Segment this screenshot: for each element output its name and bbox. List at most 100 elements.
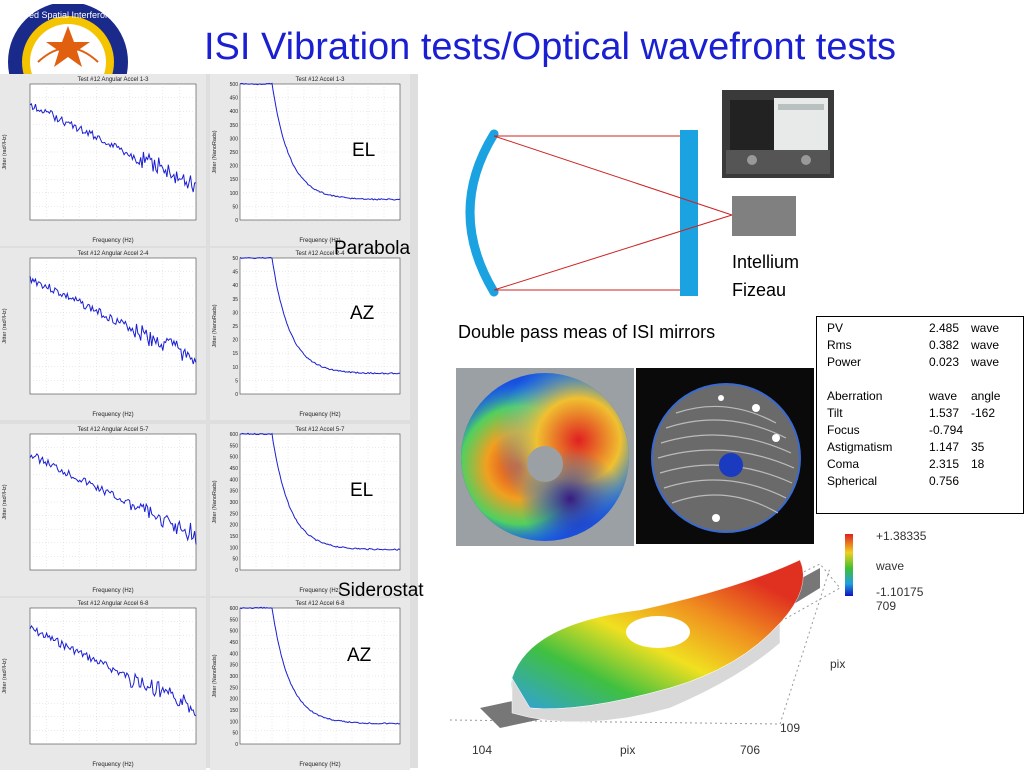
y-tick-label: 350 [230,489,239,495]
y-tick-label: 400 [230,651,239,657]
table-cell: 2.485 [929,321,960,335]
angular-accel-plot: Test #12 Angular Accel 2-4 Frequency (Hz)… [0,248,206,420]
y-tick-label: 15 [232,351,238,357]
jitter-trace [29,275,197,365]
y-tick-label: 5 [235,378,238,384]
table-cell: 2.315 [929,457,960,471]
table-cell: Power [827,355,862,369]
jitter-trace [239,82,401,201]
y-axis-label: Jitter (NanoRads) [212,304,218,347]
y-tick-label: 30 [232,310,238,316]
y-tick-label: 10 [232,365,238,371]
angular-accel-plot: Test #12 Angular Accel 5-7 Frequency (Hz)… [0,424,206,596]
y-axis-label: Jitter (rad²/Hz) [2,484,8,519]
table-row: Power 0.023 wave [827,355,1023,372]
angular-accel-plot: Test #12 Angular Accel 6-8 Frequency (Hz)… [0,598,206,770]
table-cell: 0.023 [929,355,960,369]
y-axis-label: Jitter (NanoRads) [212,480,218,523]
angular-accel-plot: Test #12 Angular Accel 1-3 Frequency (Hz)… [0,74,206,246]
optical-schematic [465,129,796,297]
table-cell: 1.537 [929,406,960,420]
y-tick-label: 45 [232,270,238,276]
table-cell: Focus [827,423,860,437]
wavefront-map [456,368,634,546]
table-cell: PV [827,321,844,335]
label-parabola: Parabola [334,238,411,259]
x-axis-label: Frequency (Hz) [92,238,133,244]
instrument-photo [722,90,834,178]
y-tick-label: 450 [230,640,239,646]
table-cell: Astigmatism [827,440,893,454]
y-tick-label: 400 [230,109,239,115]
y-axis-label: Jitter (rad²/Hz) [2,658,8,693]
label-intellium: Intellium [732,252,800,272]
max-value-label: +1.38335 [876,529,927,543]
table-cell: 18 [971,457,985,471]
x-axis-label: Frequency (Hz) [299,762,340,768]
label-el-2: EL [350,480,374,501]
logo-text: Infrared Spatial Interferometer [8,10,128,20]
table-cell: Coma [827,457,860,471]
y-axis-label: Jitter (rad²/Hz) [2,134,8,169]
plot-title: Test #12 Accel 5-7 [295,427,345,433]
y-tick-label: 50 [232,256,238,262]
page-title: ISI Vibration tests/Optical wavefront te… [204,26,897,68]
y-tick-label: 250 [230,511,239,517]
accel-jitter-plot: Test #12 Accel 1-3 Frequency (Hz) Jitter (… [210,74,410,246]
y-tick-label: 200 [230,523,239,529]
jitter-trace [29,102,197,193]
jitter-trace [239,432,401,551]
y-tick-label: 350 [230,123,239,129]
label-az-1: AZ [350,303,375,324]
table-cell: Spherical [827,474,878,488]
label-double-pass: Double pass meas of ISI mirrors [458,322,716,342]
curved-mirror [465,129,499,297]
surface-3d-plot: +1.38335 wave -1.10175 709 pix 109 104 p… [449,529,927,757]
y-axis-label: Jitter (NanoRads) [212,130,218,173]
table-cell: 1.147 [929,440,960,454]
table-row: Spherical 0.756 [827,474,1023,491]
jitter-trace [239,606,401,725]
flat-mirror [680,130,698,296]
y-tick-label: 350 [230,663,239,669]
y-tick-label: 600 [230,606,239,612]
x-axis-pix-label: pix [620,743,635,757]
x-axis-label: Frequency (Hz) [299,412,340,418]
label-fizeau: Fizeau [732,280,787,300]
y-tick-label: 550 [230,443,239,449]
y-tick-label: 150 [230,708,239,714]
y-tick-label: 400 [230,477,239,483]
y-tick-label: 100 [230,191,239,197]
table-cell: -0.794 [929,423,964,437]
y-tick-label: 50 [232,557,238,563]
y-tick-label: 300 [230,674,239,680]
x-left-label: 104 [472,743,492,757]
table-cell: 0.382 [929,338,960,352]
y-tick-label: 200 [230,164,239,170]
accel-jitter-plot: Test #12 Accel 6-8 Frequency (Hz) Jitter (… [210,598,410,770]
plot-title: Test #12 Accel 1-3 [295,77,345,83]
jitter-trace [29,624,197,717]
y-tick-label: 450 [230,96,239,102]
x-axis-label: Frequency (Hz) [92,762,133,768]
min-value-label: -1.10175 [876,585,924,599]
y-axis-label: Jitter (NanoRads) [212,654,218,697]
jitter-trace [239,256,401,375]
results-table: PV 2.485 wave Rms 0.382 wave Power 0.023 wave Abe… [816,316,1024,514]
table-row: Tilt 1.537 -162 [827,406,1023,423]
y-tick-label: 0 [235,392,238,398]
table-cell: wave [971,321,1000,335]
table-cell: 0.756 [929,474,960,488]
accel-jitter-plot: Test #12 Accel 5-7 Frequency (Hz) Jitter (… [210,424,410,596]
table-cell: angle [971,389,1001,403]
table-row: Aberration wave angle [827,389,1023,406]
table-cell: Aberration [827,389,883,403]
y-axis-label: Jitter (rad²/Hz) [2,308,8,343]
table-cell: Rms [827,338,852,352]
y-tick-label: 100 [230,545,239,551]
y-tick-label: 500 [230,82,239,88]
y-tick-label: 35 [232,297,238,303]
y-tick-label: 250 [230,150,239,156]
y-tick-label: 450 [230,466,239,472]
x-axis-label: Frequency (Hz) [92,412,133,418]
